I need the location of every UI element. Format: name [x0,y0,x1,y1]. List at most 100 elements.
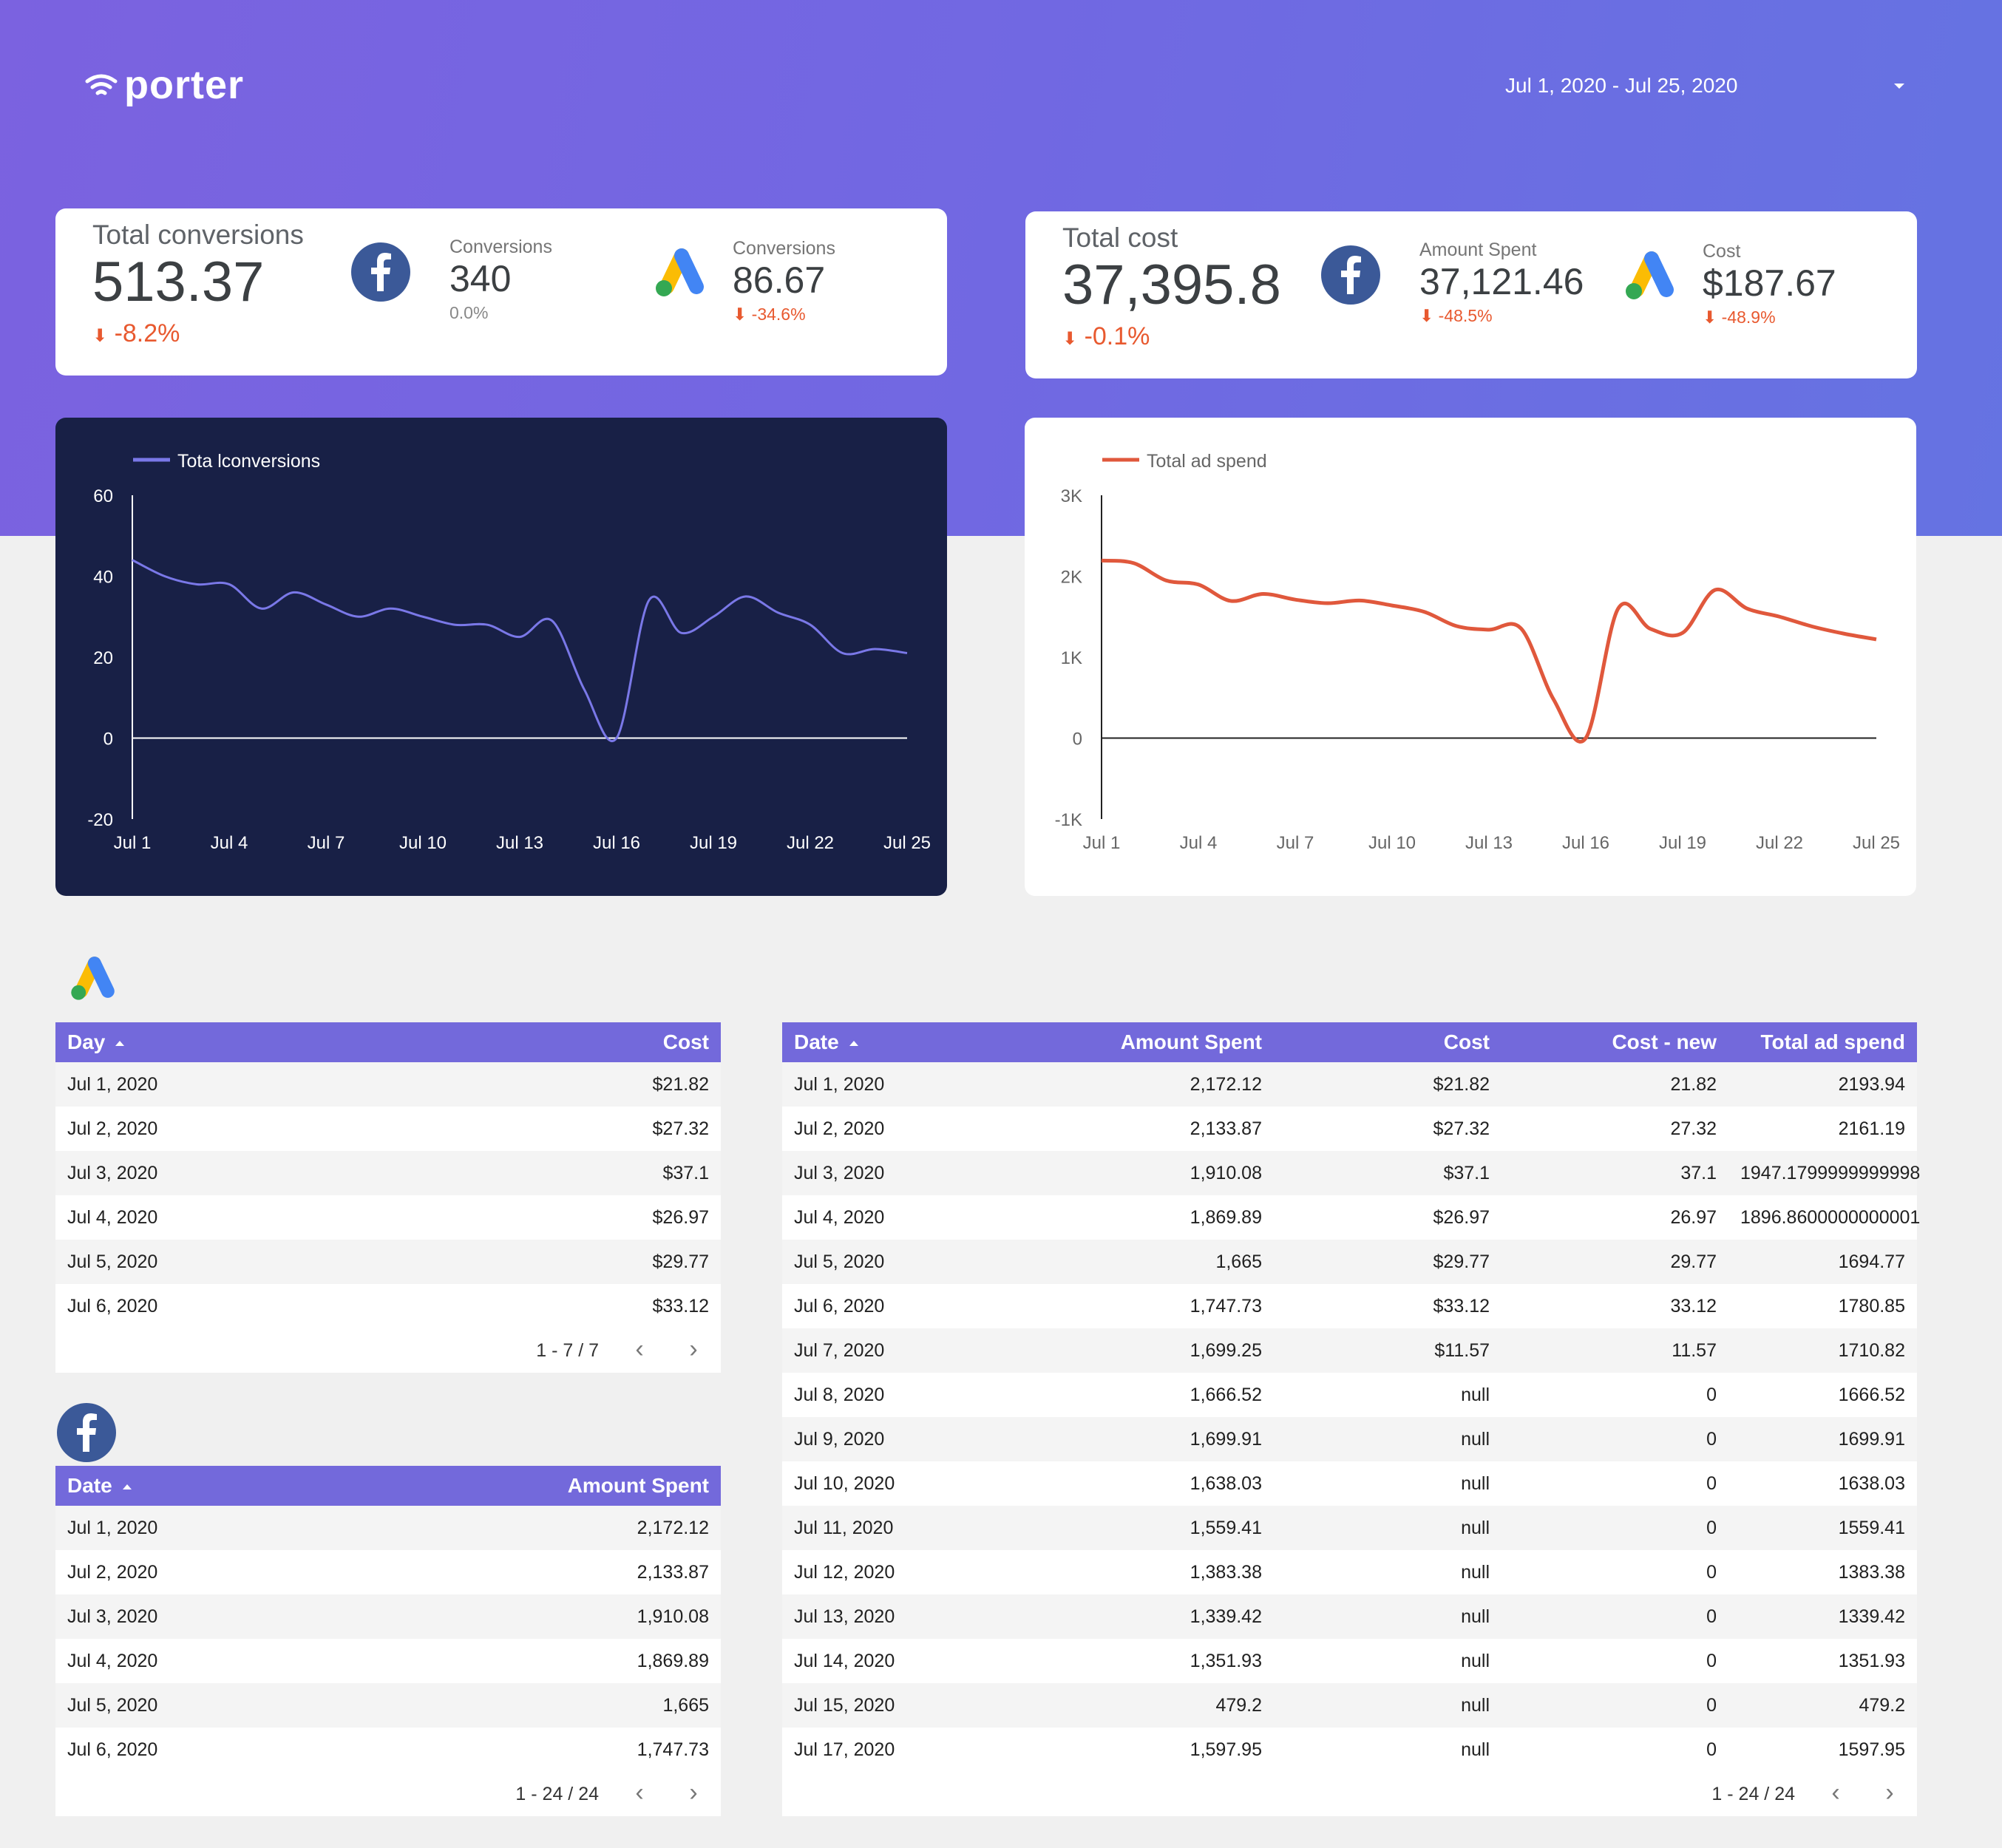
table-cell: null [1274,1728,1502,1772]
facebook-logo-icon [1321,245,1380,305]
column-header-cost[interactable]: Cost [1274,1022,1502,1062]
x-tick-label: Jul 7 [1277,833,1314,853]
table-cell: null [1274,1417,1502,1461]
x-tick-label: Jul 25 [883,833,931,853]
table-cell: Jul 3, 2020 [55,1151,388,1195]
table-row: Jul 14, 2020 1,351.93 null 0 1351.93 [782,1639,1917,1683]
table-cell: Jul 4, 2020 [55,1195,388,1240]
table-cell: Jul 12, 2020 [782,1550,960,1594]
table-cell: 1,699.25 [960,1328,1274,1373]
legend-label: Tota lconversions [177,451,320,472]
column-header-date[interactable]: Date [782,1022,960,1062]
date-range-picker[interactable]: Jul 1, 2020 - Jul 25, 2020 [1505,74,1904,103]
legend-label: Total ad spend [1147,451,1267,472]
pagination-text: 1 - 24 / 24 [1711,1784,1795,1804]
table-cell: Jul 14, 2020 [782,1639,960,1683]
chevron-left-icon[interactable]: ‹ [635,1779,644,1807]
table-cell: Jul 11, 2020 [782,1506,960,1550]
column-header-total-ad-spend[interactable]: Total ad spend [1728,1022,1917,1062]
x-tick-label: Jul 7 [308,833,345,853]
table-cell: $26.97 [1274,1195,1502,1240]
fb-amount-spent-value: 37,121.46 [1419,261,1584,302]
column-header-cost-new[interactable]: Cost - new [1502,1022,1728,1062]
table-cell: 1,869.89 [388,1639,721,1683]
table-cell: 1710.82 [1728,1328,1917,1373]
column-header-cost[interactable]: Cost [388,1022,721,1062]
arrow-down-icon: ⬇ [1419,306,1434,325]
google-conversions-label: Conversions [733,238,835,259]
table-cell: 1383.38 [1728,1550,1917,1594]
x-tick-label: Jul 1 [1083,833,1121,853]
table-cell: $11.57 [1274,1328,1502,1373]
table-cell: 1,665 [388,1683,721,1728]
table-cell: 1,339.42 [960,1594,1274,1639]
sort-ascending-icon[interactable] [115,1041,125,1047]
facebook-logo-icon [57,1403,116,1462]
y-tick-label: 20 [93,648,113,668]
facebook-table-pagination: 1 - 24 / 24 ‹ › [55,1772,721,1816]
table-cell: 1,747.73 [960,1284,1274,1328]
table-cell: null [1274,1594,1502,1639]
table-cell: Jul 8, 2020 [782,1373,960,1417]
chevron-right-icon[interactable]: › [689,1779,698,1807]
table-row: Jul 4, 2020 1,869.89 $26.97 26.97 1896.86000… [782,1195,1920,1240]
table-cell: 1,910.08 [388,1594,721,1639]
table-cell: 1,665 [960,1240,1274,1284]
table-cell: 1638.03 [1728,1461,1917,1506]
table-cell: 1,597.95 [960,1728,1274,1772]
combined-table-pagination: 1 - 24 / 24 ‹ › [782,1772,1917,1816]
ad-spend-chart-card: Total ad spend 3K 2K 1K 0 -1K Jul 1 Jul 4 Jul 7 J… [1025,418,1916,896]
table-row: Jul 8, 2020 1,666.52 null 0 1666.52 [782,1373,1917,1417]
table-row: Jul 4, 2020 $26.97 [55,1195,721,1240]
table-cell: Jul 9, 2020 [782,1417,960,1461]
pagination-text: 1 - 24 / 24 [515,1784,599,1804]
arrow-down-icon: ⬇ [1703,308,1717,327]
google-ads-logo-icon [71,957,115,1000]
table-cell: 26.97 [1502,1195,1728,1240]
column-header-date[interactable]: Date [55,1466,388,1506]
chevron-right-icon[interactable]: › [689,1335,698,1363]
table-cell: 0 [1502,1728,1728,1772]
table-cell: 0 [1502,1417,1728,1461]
google-table-pagination: 1 - 7 / 7 ‹ › [55,1328,721,1373]
table-row: Jul 6, 2020 1,747.73 [55,1728,721,1772]
table-cell: $21.82 [1274,1062,1502,1107]
chevron-left-icon[interactable]: ‹ [635,1335,644,1363]
kpi-title: Total conversions [92,220,304,250]
column-header-amount-spent[interactable]: Amount Spent [960,1022,1274,1062]
table-cell: Jul 5, 2020 [782,1240,960,1284]
kpi-value: 513.37 [92,251,265,313]
table-row: Jul 2, 2020 2,133.87 $27.32 27.32 2161.19 [782,1107,1917,1151]
table-cell: $26.97 [388,1195,721,1240]
facebook-amount-table: Date Amount Spent Jul 1, 2020 2,172.12 Ju… [55,1466,721,1772]
table-cell: 29.77 [1502,1240,1728,1284]
table-cell: 2161.19 [1728,1107,1917,1151]
table-cell: 0 [1502,1506,1728,1550]
chevron-right-icon[interactable]: › [1885,1779,1894,1807]
sort-ascending-icon[interactable] [122,1484,132,1490]
chevron-left-icon[interactable]: ‹ [1831,1779,1840,1807]
google-ads-cost-table: Day Cost Jul 1, 2020 $21.82 Jul 2, 2020 $2… [55,1022,721,1328]
table-cell: 2,133.87 [388,1550,721,1594]
google-cost-delta: ⬇ -48.9% [1703,308,1776,327]
table-row: Jul 15, 2020 479.2 null 0 479.2 [782,1683,1917,1728]
kpi-delta: ⬇ -0.1% [1062,322,1150,350]
table-cell: 1559.41 [1728,1506,1917,1550]
column-header-amount-spent[interactable]: Amount Spent [388,1466,721,1506]
table-cell: 479.2 [960,1683,1274,1728]
table-cell: null [1274,1683,1502,1728]
kpi-value: 37,395.8 [1062,254,1281,316]
table-cell: 0 [1502,1639,1728,1683]
table-row: Jul 13, 2020 1,339.42 null 0 1339.42 [782,1594,1917,1639]
x-tick-label: Jul 22 [787,833,834,853]
caret-down-icon[interactable] [1894,84,1904,89]
table-header-row: Date Amount Spent [55,1466,721,1506]
sort-ascending-icon[interactable] [849,1041,858,1047]
column-header-day[interactable]: Day [55,1022,388,1062]
table-cell: Jul 1, 2020 [55,1506,388,1550]
table-cell: 1,869.89 [960,1195,1274,1240]
logo-text: porter [124,63,245,107]
table-cell: Jul 1, 2020 [782,1062,960,1107]
